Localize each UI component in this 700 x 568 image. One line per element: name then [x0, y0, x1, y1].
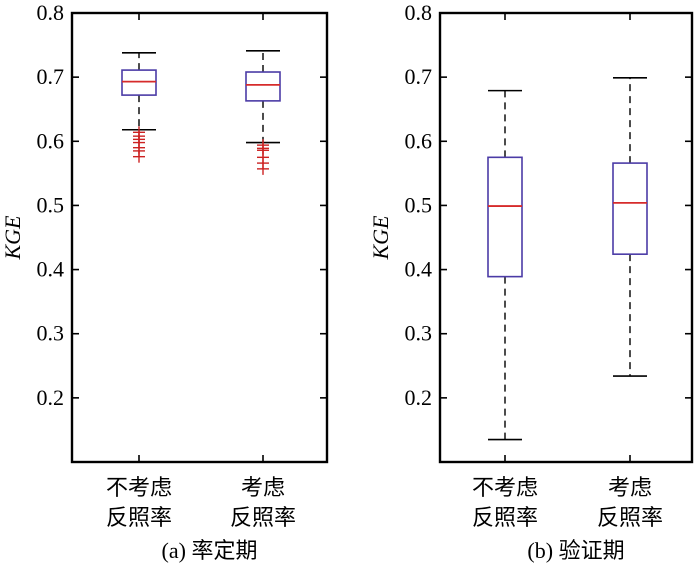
category-label-line2: 反照率 — [597, 505, 663, 530]
y-tick-label: 0.2 — [405, 385, 433, 410]
y-tick-label: 0.3 — [405, 321, 433, 346]
y-axis-label: KGE — [368, 215, 393, 261]
y-tick-label: 0.4 — [37, 257, 65, 282]
outlier-point — [133, 150, 145, 163]
y-tick-label: 0.8 — [405, 0, 433, 25]
y-axis-label: KGE — [0, 215, 25, 261]
box-1 — [487, 89, 523, 441]
category-label-line1: 不考虑 — [472, 475, 538, 500]
plot-frame — [438, 11, 694, 464]
box-1 — [121, 51, 157, 163]
box-body — [121, 69, 157, 96]
y-tick-label: 0.5 — [405, 192, 433, 217]
y-tick-label: 0.7 — [405, 64, 433, 89]
box-body — [245, 71, 281, 102]
y-tick-label: 0.6 — [405, 128, 433, 153]
category-label-line2: 反照率 — [472, 505, 538, 530]
plot-frame — [70, 11, 329, 464]
y-tick-label: 0.8 — [37, 0, 65, 25]
category-label-line1: 考虑 — [241, 475, 285, 500]
y-tick-label: 0.7 — [37, 64, 65, 89]
box-body — [487, 156, 523, 278]
box-2 — [612, 76, 648, 377]
y-tick-label: 0.4 — [405, 257, 433, 282]
category-label-line2: 反照率 — [230, 505, 296, 530]
y-tick-label: 0.3 — [37, 321, 65, 346]
box-body — [612, 162, 648, 255]
category-label-line2: 反照率 — [106, 505, 172, 530]
category-label-line1: 不考虑 — [106, 475, 172, 500]
category-label-line1: 考虑 — [608, 475, 652, 500]
y-tick-label: 0.2 — [37, 385, 65, 410]
y-tick-label: 0.5 — [37, 192, 65, 217]
y-tick-label: 0.6 — [37, 128, 65, 153]
box-2 — [245, 50, 281, 175]
panel-caption: (a) 率定期 — [162, 538, 258, 563]
panel-caption: (b) 验证期 — [527, 538, 624, 563]
outlier-point — [257, 162, 269, 175]
